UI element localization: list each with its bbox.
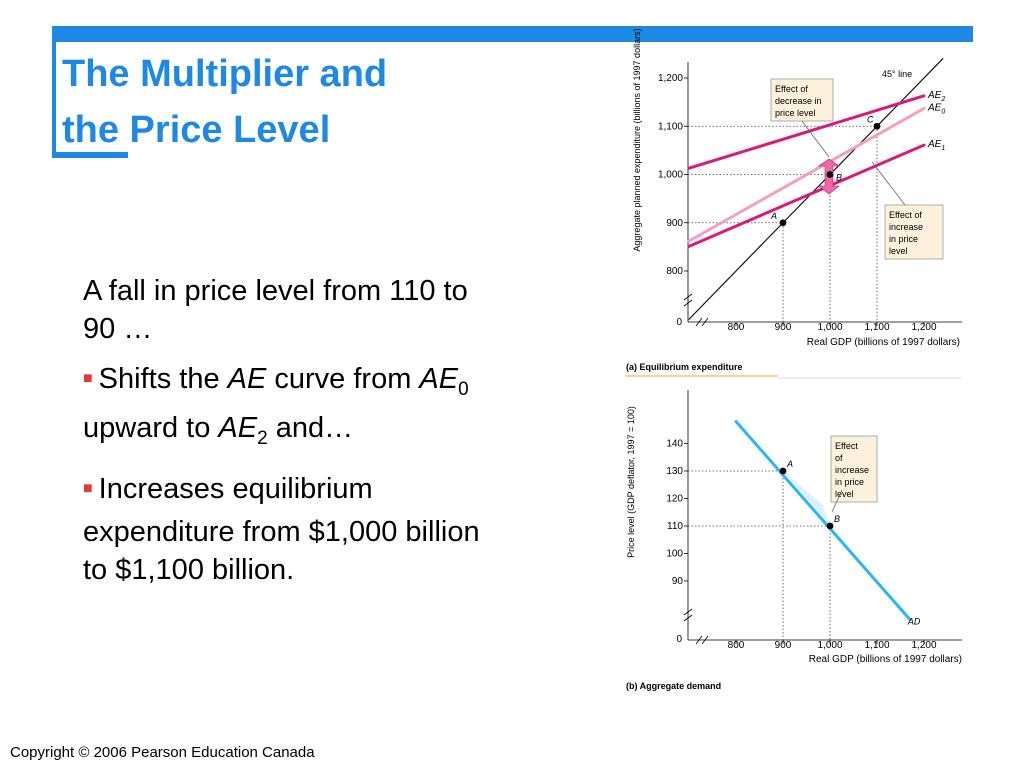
bullet-square-icon: ■ [83,479,93,497]
panel-b-point [826,522,834,530]
title-accent-bar [52,26,973,42]
panel-b-annotation-increase-line: level [835,489,854,499]
intro-text: A fall in price level from 110 to 90 … [83,275,468,345]
panel-a-annotation-leader [871,161,906,206]
title-underline [52,152,128,158]
panel-a-y-tick-label: 1,000 [658,170,683,181]
panel-b-x-tick-label: 1,200 [911,640,936,651]
panel-a-y-tick-label: 800 [666,266,683,277]
panel-a-x-tick-label: 800 [728,322,745,333]
panel-a-y-axis-label: Aggregate planned expenditure (billions … [632,28,642,251]
panel-a-annotation-decrease-box [770,78,834,122]
panel-a-series-label-ae0: AE0 [927,102,945,115]
panel-a-x-tick-label: 1,000 [817,322,842,333]
panel-a-x-tick-label: 900 [775,322,792,333]
bullet-square-icon: ■ [83,370,93,387]
panel-a-point-label: A [770,211,777,221]
panel-b-ad-curve [734,420,912,621]
panel-a-annotation-decrease-line: price level [775,108,816,118]
panel-b-annotation-increase-line: increase [835,465,869,475]
panel-a-origin: 0 [676,317,682,328]
panel-a-annotation-increase-line: increase [889,222,923,232]
panel-a-y-tick-label: 1,100 [658,121,683,132]
panel-b-point [779,467,787,475]
panel-a-45-line-label: 45° line [882,69,912,79]
panel-b-point-label: A [786,459,793,469]
panel-b-y-axis-label: Price level (GDP deflator, 1997 = 100) [626,406,636,558]
panel-a-point-label: B [836,173,842,183]
panel-b-point-label: B [834,514,840,524]
panel-b-y-tick-label: 130 [666,466,683,477]
title-side-bar [52,26,56,158]
panel-a-annotation-increase-line: Effect of [889,210,922,220]
panel-b-x-tick-label: 800 [728,640,745,651]
copyright-text: Copyright © 2006 Pearson Education Canad… [10,744,315,761]
panel-a-series-line [687,106,926,243]
panel-a-point [873,122,881,130]
panel-a-y-tick-label: 900 [666,218,683,229]
panel-a-annotation-decrease-line: decrease in [775,96,822,106]
panel-a-annotation-leader [801,120,830,158]
panel-a-point-label: C [867,114,874,124]
panel-b-caption: (b) Aggregate demand [626,681,721,691]
panel-b-annotation-increase-box [830,435,878,503]
panel-b-y-tick-label: 140 [666,439,683,450]
panel-b-y-axis-break [683,608,693,622]
panel-b-y-tick-label: 90 [672,576,684,587]
bullet-item-1: ■ Shifts the AE curve from AE0 upward to … [83,363,469,449]
panel-a-y-tick-label: 1,200 [658,73,683,84]
panel-b-x-tick-label: 1,000 [817,640,842,651]
slide-title: The Multiplier and the Price Level [62,46,462,158]
panel-b-x-axis-break [695,635,709,645]
title-line-1: The Multiplier and [62,53,388,95]
panel-a-series-label-ae1: AE1 [927,139,945,152]
panel-b-y-tick-label: 100 [666,549,683,560]
bullet-item-2: ■ Increases equilibrium expenditure from … [83,472,480,586]
panel-a-annotation-increase-box [884,204,944,260]
panel-a-x-tick-label: 1,200 [911,322,936,333]
panel-b-annotation-increase-line: of [835,453,843,463]
slide-body: A fall in price level from 110 to 90 … ■… [83,272,483,601]
panel-b-annotation-increase-line: in price [835,477,864,487]
panel-b-ad-label: AD [907,617,921,627]
panel-b-x-axis-label: Real GDP (billions of 1997 dollars) [809,654,962,665]
panel-a-caption: (a) Equilibrium expenditure [626,362,743,372]
panel-a-series-label-ae2: AE2 [927,90,945,103]
panel-a-point [826,171,834,178]
panel-b-x-tick-label: 1,100 [864,640,889,651]
panel-a-series-line [687,143,926,248]
title-line-2: the Price Level [62,109,331,151]
panel-b-effect-shading [783,471,830,526]
panel-a-annotation-decrease-line: Effect of [775,84,808,94]
panel-a-x-tick-label: 1,100 [864,322,889,333]
panel-b-x-tick-label: 900 [775,640,792,651]
panel-b-y-tick-label: 120 [666,494,683,505]
panel-a-point [779,219,787,227]
panel-b-origin: 0 [676,634,682,645]
panel-a-annotation-increase-line: level [889,246,908,256]
panel-a-annotation-increase-line: in price [889,234,918,244]
panel-b-annotation-increase-line: Effect [835,441,858,451]
panel-a-series-line [687,94,926,170]
panel-a-x-axis-label: Real GDP (billions of 1997 dollars) [807,337,960,348]
panel-b-y-tick-label: 110 [667,521,683,532]
panel-a-y-axis-break [683,293,693,307]
panel-a-x-axis-break [695,317,709,327]
panel-b-annotation-leader [831,489,843,513]
